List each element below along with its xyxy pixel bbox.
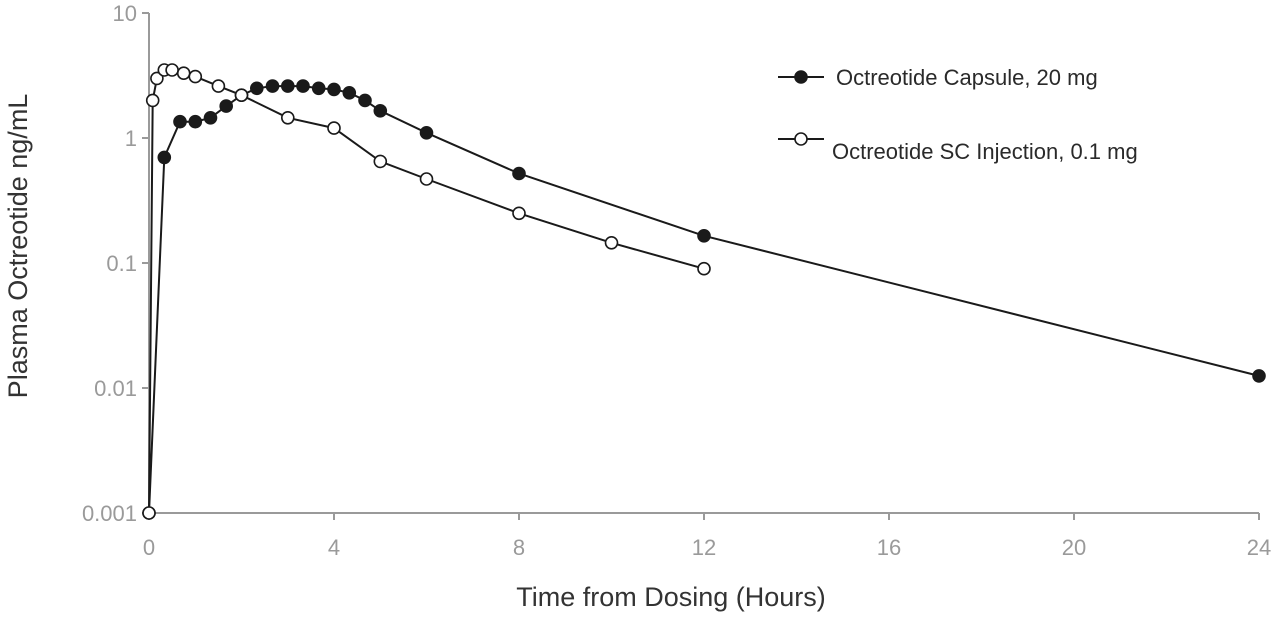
y-axis-title: Plasma Octreotide ng/mL xyxy=(3,94,33,399)
sc-injection-point xyxy=(150,71,164,86)
capsule-point xyxy=(358,93,372,108)
capsule-point xyxy=(203,111,218,125)
x-tick-label: 12 xyxy=(692,535,716,560)
capsule-point xyxy=(1252,369,1266,383)
capsule-point xyxy=(249,81,264,96)
legend-label-1: Octreotide Capsule, 20 mg xyxy=(836,65,1098,90)
x-tick-label: 8 xyxy=(513,535,525,560)
sc-injection-point xyxy=(373,154,388,169)
x-tick-label: 20 xyxy=(1062,535,1086,560)
x-tick-label: 4 xyxy=(328,535,340,560)
x-tick-label: 16 xyxy=(877,535,901,560)
capsule-point xyxy=(157,150,172,165)
sc-injection-point xyxy=(604,236,619,250)
y-tick-label: 0.001 xyxy=(82,501,137,526)
sc-injection-point xyxy=(145,93,160,108)
y-tick-label: 1 xyxy=(125,126,137,151)
sc-injection-point xyxy=(280,111,295,125)
capsule-point xyxy=(188,114,203,129)
y-tick-label: 0.1 xyxy=(106,251,137,276)
legend-marker-2 xyxy=(794,132,808,146)
capsule-point xyxy=(419,126,434,140)
legend-label-2: Octreotide SC Injection, 0.1 mg xyxy=(832,139,1138,164)
sc-injection-point xyxy=(419,172,434,186)
capsule-point xyxy=(311,81,326,96)
sc-injection-point xyxy=(165,63,179,77)
capsule-point xyxy=(697,229,711,243)
sc-injection-point xyxy=(211,79,226,93)
sc-injection-point xyxy=(512,206,526,221)
capsule-point xyxy=(219,99,233,113)
capsule-point xyxy=(265,79,280,93)
legend-marker-1 xyxy=(794,70,808,84)
capsule-point xyxy=(173,114,187,129)
capsule-point xyxy=(342,86,357,100)
sc-injection-point xyxy=(697,261,711,276)
sc-injection-point xyxy=(234,88,249,102)
y-tick-label: 10 xyxy=(113,1,137,26)
sc-injection-point xyxy=(188,69,203,84)
capsule-point xyxy=(373,104,388,118)
x-tick-label: 24 xyxy=(1247,535,1271,560)
y-tick-label: 0.01 xyxy=(94,376,137,401)
sc-injection-point xyxy=(176,66,191,80)
capsule-point xyxy=(296,79,310,93)
x-axis-title: Time from Dosing (Hours) xyxy=(516,582,826,612)
capsule-point xyxy=(280,79,295,93)
axes: 0.001 0.01 0.1 1 10 0 4 8 12 16 20 24 xyxy=(82,1,1271,560)
sc-injection-point xyxy=(327,121,341,135)
capsule-point xyxy=(512,166,526,181)
series-layer xyxy=(142,63,1266,520)
capsule-point xyxy=(327,82,341,97)
x-tick-label: 0 xyxy=(143,535,155,560)
sc-injection-point xyxy=(142,506,156,520)
legend: Octreotide Capsule, 20 mg Octreotide SC I… xyxy=(778,65,1138,164)
